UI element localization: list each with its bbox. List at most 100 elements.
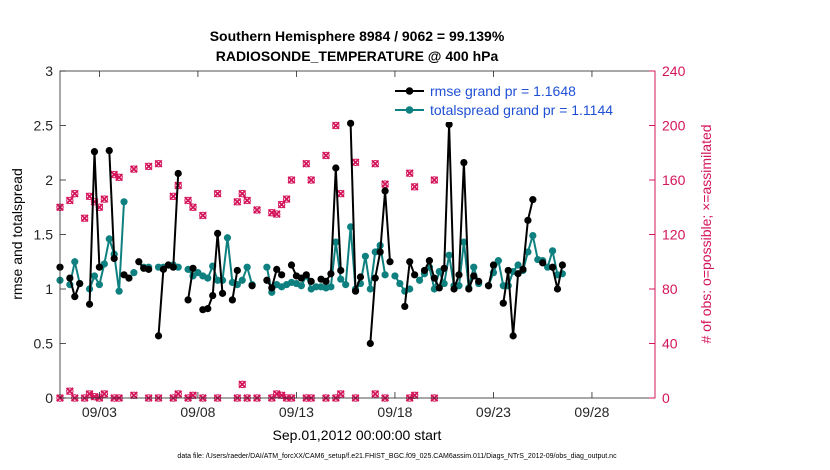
spread-point xyxy=(371,248,379,256)
high-obs-point xyxy=(405,169,414,178)
rmse-point xyxy=(484,282,493,290)
high-obs-point xyxy=(144,162,153,171)
low-obs-point xyxy=(371,389,380,398)
spread-point xyxy=(243,263,251,271)
rmse-point xyxy=(95,263,104,271)
y-tick-label-right: 160 xyxy=(662,172,686,188)
rmse-point xyxy=(371,274,379,282)
rmse-point xyxy=(529,196,537,204)
rmse-point xyxy=(519,265,527,273)
high-obs-point xyxy=(129,165,138,174)
spread-point xyxy=(90,272,99,280)
spread-point xyxy=(391,272,399,280)
high-obs-point xyxy=(65,196,74,205)
y-tick-label-left: 1 xyxy=(45,281,53,297)
rmse-point xyxy=(425,257,434,265)
rmse-point xyxy=(189,264,197,272)
high-obs-point xyxy=(322,151,330,160)
spread-point xyxy=(312,283,320,291)
rmse-point xyxy=(435,284,443,292)
chart-marks xyxy=(56,119,567,402)
y-tick-label-left: 3 xyxy=(45,63,53,79)
high-obs-point xyxy=(100,195,109,204)
spread-point xyxy=(327,283,335,291)
x-tick-label: 09/18 xyxy=(377,404,412,420)
data-file-footnote: data file: /Users/raeder/DAI/ATM_forcXX/… xyxy=(177,453,617,460)
spread-point xyxy=(366,285,374,293)
y-axis-label-right: # of obs: o=possible; ×=assimilated xyxy=(698,124,714,343)
y-tick-label-left: 2.5 xyxy=(34,118,54,134)
y-tick-label-left: 1.5 xyxy=(34,227,54,243)
rmse-point xyxy=(85,300,94,308)
high-obs-point xyxy=(287,176,296,184)
y-axis-label-left: rmse and totalspread xyxy=(9,168,25,300)
high-obs-point xyxy=(302,159,311,168)
rmse-point xyxy=(268,284,276,292)
rmse-point xyxy=(125,274,133,282)
rmse-point xyxy=(174,169,182,178)
rmse-point xyxy=(278,271,286,279)
high-obs-point xyxy=(253,206,261,214)
rmse-point xyxy=(504,266,512,275)
spread-point xyxy=(524,248,532,256)
x-tick-label: 09/13 xyxy=(279,404,314,420)
spread-point xyxy=(529,231,537,240)
rmse-point xyxy=(440,264,448,272)
high-obs-point xyxy=(430,176,439,184)
low-obs-point xyxy=(129,391,138,400)
rmse-point xyxy=(386,258,394,266)
high-obs-point xyxy=(189,203,197,212)
spread-point xyxy=(337,275,345,283)
rmse-point xyxy=(322,277,330,285)
low-obs-point xyxy=(100,389,109,398)
rmse-point xyxy=(420,266,429,275)
rmse-point xyxy=(524,216,532,224)
y-axis-right: 0 40 80 120 160 200 240 xyxy=(649,63,686,406)
chart-title: Southern Hemisphere 8984 / 9062 = 99.139… xyxy=(210,28,505,44)
spread-point xyxy=(415,276,424,284)
rmse-point xyxy=(218,289,227,297)
rmse-point xyxy=(76,279,84,288)
rmse-point xyxy=(445,120,453,129)
legend-box xyxy=(390,80,650,122)
x-axis-label: Sep.01,2012 00:00:00 start xyxy=(273,427,442,443)
low-obs-point xyxy=(238,380,247,389)
spread-point xyxy=(71,258,79,266)
x-axis: 09/03 09/08 09/13 09/18 09/23 09/28 xyxy=(82,71,610,420)
rmse-point xyxy=(110,254,118,263)
high-obs-point xyxy=(243,196,252,205)
spread-point xyxy=(460,238,468,246)
spread-point xyxy=(332,238,340,246)
legend-label-spread: totalspread grand pr = 1.1144 xyxy=(430,102,613,118)
spread-point xyxy=(347,223,355,231)
rmse-point xyxy=(214,229,222,238)
rmse-point xyxy=(145,265,153,273)
rmse-point xyxy=(327,270,335,278)
rmse-point xyxy=(558,261,567,269)
rmse-point xyxy=(90,148,99,156)
rmse-point xyxy=(159,265,168,273)
low-obs-point xyxy=(174,389,183,398)
high-obs-point xyxy=(198,211,207,220)
high-obs-point xyxy=(169,192,178,201)
legend-marker-spread xyxy=(405,106,414,114)
legend-label-rmse: rmse grand pr = 1.1648 xyxy=(430,83,576,99)
spread-point xyxy=(238,276,246,284)
y-tick-label-right: 40 xyxy=(662,336,678,352)
rmse-point xyxy=(548,263,557,271)
rmse-point xyxy=(233,266,241,275)
high-obs-point xyxy=(213,189,222,198)
rmse-point xyxy=(514,270,522,278)
rmse-point xyxy=(273,265,281,273)
rmse-point xyxy=(71,293,79,301)
rmse-line xyxy=(68,123,564,344)
rmse-point xyxy=(135,258,143,266)
spread-point xyxy=(95,281,104,289)
high-obs-point xyxy=(233,197,242,206)
x-tick-label: 09/23 xyxy=(476,404,511,420)
rmse-point xyxy=(332,164,340,172)
rmse-point xyxy=(228,296,236,304)
rmse-point xyxy=(307,277,315,285)
high-obs-point xyxy=(282,195,291,204)
